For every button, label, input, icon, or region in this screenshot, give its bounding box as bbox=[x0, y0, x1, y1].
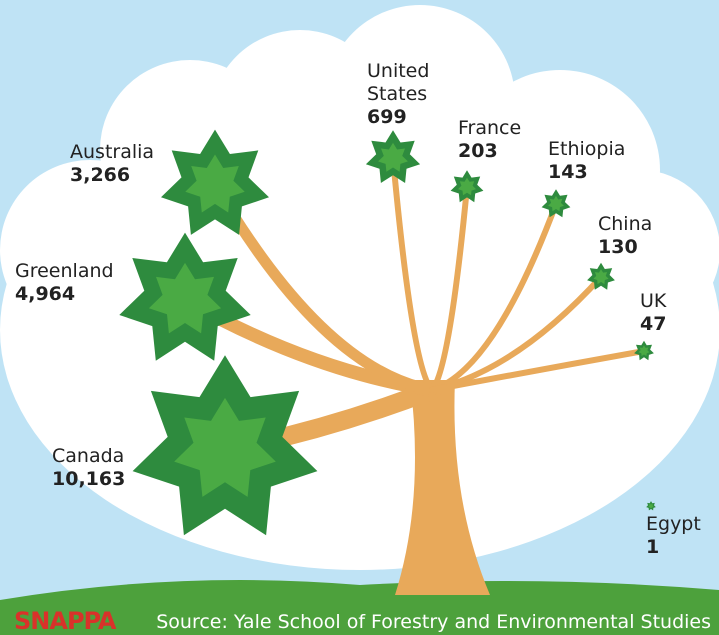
trunk bbox=[395, 380, 490, 595]
value-label: 699 bbox=[367, 106, 407, 128]
value-label: 10,163 bbox=[52, 468, 126, 490]
grass bbox=[0, 580, 719, 635]
source: Source: Yale School of Forestry and Envi… bbox=[156, 611, 711, 633]
value-label: 47 bbox=[640, 313, 667, 335]
country-label: China 130 bbox=[598, 213, 652, 259]
value-label: 143 bbox=[548, 161, 588, 183]
country-label: Ethiopia 143 bbox=[548, 138, 625, 184]
country-label: Australia 3,266 bbox=[70, 141, 154, 187]
country-label: France 203 bbox=[458, 117, 521, 163]
leaf-shade bbox=[548, 195, 564, 212]
country-label: Canada 10,163 bbox=[52, 445, 125, 491]
country-name: Egypt bbox=[646, 513, 701, 535]
country-name: Canada bbox=[52, 445, 125, 467]
country-label: UK 47 bbox=[640, 290, 666, 336]
leaf-shade bbox=[648, 503, 654, 509]
value-label: 203 bbox=[458, 140, 498, 162]
leaf-shade bbox=[638, 345, 650, 356]
country-label: Egypt 1 bbox=[646, 513, 701, 559]
country-name: Ethiopia bbox=[548, 138, 626, 160]
country-name: China bbox=[598, 213, 653, 235]
leaf-shade bbox=[174, 397, 276, 497]
branch bbox=[429, 348, 647, 393]
brand: SNAPPA bbox=[14, 607, 116, 635]
country-name: France bbox=[458, 117, 522, 139]
value-label: 130 bbox=[598, 236, 638, 258]
branch bbox=[209, 179, 438, 396]
value-label: 3,266 bbox=[70, 164, 131, 186]
branch bbox=[429, 184, 470, 393]
country-name: Australia bbox=[70, 141, 155, 163]
value-label: 1 bbox=[646, 536, 660, 558]
leaf-shade bbox=[458, 177, 476, 196]
leaf-shade bbox=[593, 269, 609, 285]
branch bbox=[390, 155, 435, 393]
country-label: Greenland 4,964 bbox=[15, 260, 114, 306]
leaf-shade bbox=[148, 262, 222, 334]
country-name: United States bbox=[367, 60, 430, 105]
leaf-shade bbox=[185, 154, 245, 213]
country-name: Greenland bbox=[15, 260, 114, 282]
country-label: United States 699 bbox=[367, 60, 447, 129]
leaf-shade bbox=[378, 142, 408, 172]
country-name: UK bbox=[640, 290, 667, 312]
value-label: 4,964 bbox=[15, 283, 76, 305]
